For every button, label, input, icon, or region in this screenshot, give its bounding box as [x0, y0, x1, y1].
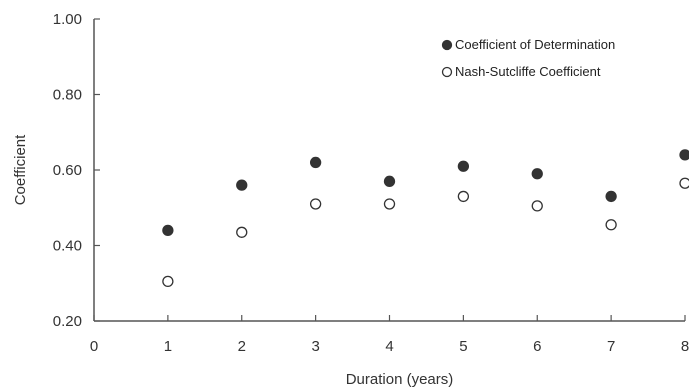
y-tick-label: 0.60 — [53, 162, 82, 179]
determination-point — [162, 224, 174, 237]
determination-point — [236, 179, 248, 191]
nash-sutcliffe-point — [309, 198, 322, 210]
nash-sutcliffe-point — [605, 219, 617, 231]
y-tick-label: 1.00 — [53, 11, 82, 28]
nash-sutcliffe-point — [236, 226, 248, 238]
determination-point — [457, 160, 470, 172]
y-tick-label: 0.80 — [53, 87, 82, 104]
y-axis-ticks: 0.20 0.40 0.60 0.80 1.00 — [53, 11, 100, 330]
determination-point — [309, 156, 322, 169]
determination-point — [605, 190, 617, 203]
x-tick-label: 3 — [311, 338, 319, 355]
y-tick-label: 0.20 — [53, 313, 82, 330]
legend: Coefficient of Determination Nash-Sutclif… — [441, 37, 615, 79]
x-tick-label: 6 — [533, 338, 541, 355]
x-tick-label: 0 — [90, 338, 98, 355]
y-tick-label: 0.40 — [53, 238, 82, 255]
x-tick-label: 8 — [681, 338, 689, 355]
x-tick-label: 5 — [459, 338, 467, 355]
x-axis-label: Duration (years) — [346, 371, 454, 388]
legend-label: Nash-Sutcliffe Coefficient — [455, 64, 601, 79]
nash-sutcliffe-point — [679, 177, 689, 189]
nash-sutcliffe-point — [531, 200, 543, 212]
determination-point — [531, 168, 543, 180]
legend-marker — [441, 66, 453, 78]
axes — [93, 19, 685, 322]
determination-point — [383, 175, 396, 187]
data-points — [162, 149, 689, 288]
x-tick-label: 7 — [607, 338, 615, 355]
y-axis-label: Coefficient — [12, 134, 29, 205]
legend-marker — [441, 39, 453, 51]
x-tick-label: 1 — [164, 338, 172, 355]
determination-point — [679, 149, 689, 161]
legend-label: Coefficient of Determination — [455, 37, 615, 52]
nash-sutcliffe-point — [383, 198, 396, 210]
x-tick-label: 4 — [385, 338, 393, 355]
x-tick-label: 2 — [238, 338, 246, 355]
nash-sutcliffe-point — [457, 190, 470, 203]
nash-sutcliffe-point — [162, 275, 174, 288]
